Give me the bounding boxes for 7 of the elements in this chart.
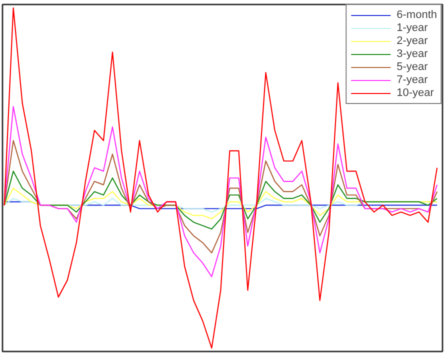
legend-label: 2-year xyxy=(396,35,428,47)
legend-label: 3-year xyxy=(396,48,428,60)
legend-label: 1-year xyxy=(396,22,428,34)
legend-label: 5-year xyxy=(396,61,428,73)
legend-label: 6-month xyxy=(396,9,437,21)
legend-label: 7-year xyxy=(396,74,428,86)
legend-label: 10-year xyxy=(396,87,434,99)
